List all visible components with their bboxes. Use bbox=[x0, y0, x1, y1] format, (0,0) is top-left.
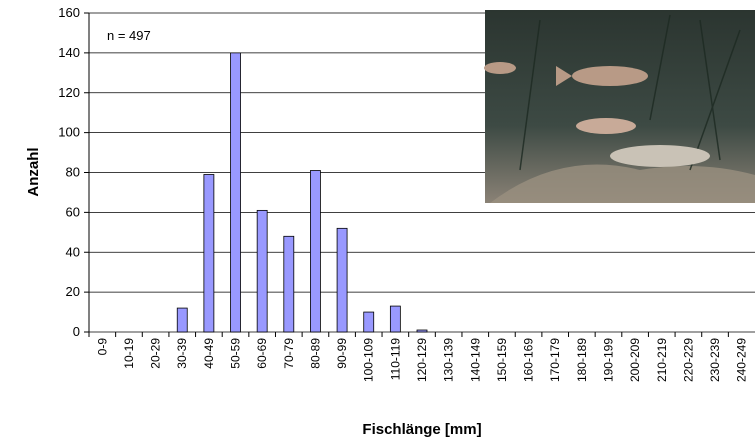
bar bbox=[389, 305, 401, 333]
x-tick-label: 180-189 bbox=[575, 338, 589, 382]
x-tick-label: 120-129 bbox=[415, 338, 429, 382]
annotation: n = 497 bbox=[107, 28, 151, 43]
x-tick-label: 210-219 bbox=[655, 338, 669, 382]
x-tick-label: 10-19 bbox=[122, 338, 136, 369]
x-tick-label: 20-29 bbox=[149, 338, 163, 369]
x-tick-label: 110-119 bbox=[388, 338, 402, 381]
x-tick-label: 30-39 bbox=[175, 338, 189, 369]
bar bbox=[230, 52, 241, 333]
y-tick-label: 120 bbox=[58, 85, 80, 100]
x-tick-label: 70-79 bbox=[282, 338, 296, 369]
y-tick-label: 20 bbox=[66, 284, 80, 299]
bar bbox=[256, 209, 268, 333]
bar bbox=[176, 307, 188, 333]
x-tick-label: 50-59 bbox=[229, 338, 243, 369]
x-tick-label: 60-69 bbox=[255, 338, 269, 369]
x-tick-label: 150-159 bbox=[495, 338, 509, 382]
x-tick-label: 140-149 bbox=[468, 338, 482, 382]
x-tick-label: 160-169 bbox=[522, 338, 536, 382]
photo bbox=[484, 10, 755, 203]
bar bbox=[416, 329, 428, 333]
y-tick-label: 40 bbox=[66, 244, 80, 259]
x-tick-label: 90-99 bbox=[335, 338, 349, 369]
x-tick-label: 190-199 bbox=[601, 338, 615, 382]
x-tick-label: 0-9 bbox=[95, 338, 109, 356]
x-tick-label: 230-239 bbox=[708, 338, 722, 382]
x-tick-label: 130-139 bbox=[442, 338, 456, 382]
x-tick-label: 40-49 bbox=[202, 338, 216, 369]
y-tick-label: 80 bbox=[66, 165, 80, 180]
bar bbox=[203, 174, 215, 333]
y-tick-label: 0 bbox=[73, 324, 80, 339]
bar bbox=[283, 235, 295, 333]
y-tick-label: 140 bbox=[58, 45, 80, 60]
x-tick-label: 100-109 bbox=[362, 338, 376, 382]
y-axis-label: Anzahl bbox=[25, 147, 42, 196]
x-axis-label: Fischlänge [mm] bbox=[362, 421, 481, 438]
y-tick-label: 160 bbox=[58, 5, 80, 20]
x-tick-label: 170-179 bbox=[548, 338, 562, 382]
plot-area: 0 20 40 60 80 100 120 140 160 0-9 10-19 20-29 30-39 4… bbox=[58, 5, 755, 382]
x-tick-label: 200-209 bbox=[628, 338, 642, 382]
x-tick-label: 240-249 bbox=[735, 338, 749, 382]
bar bbox=[363, 311, 375, 333]
bar bbox=[310, 170, 321, 333]
y-tick-label: 60 bbox=[66, 204, 80, 219]
x-tick-label: 80-89 bbox=[308, 338, 322, 369]
x-tick-label: 220-229 bbox=[681, 338, 695, 382]
bar bbox=[336, 227, 348, 333]
y-tick-label: 100 bbox=[58, 125, 80, 140]
